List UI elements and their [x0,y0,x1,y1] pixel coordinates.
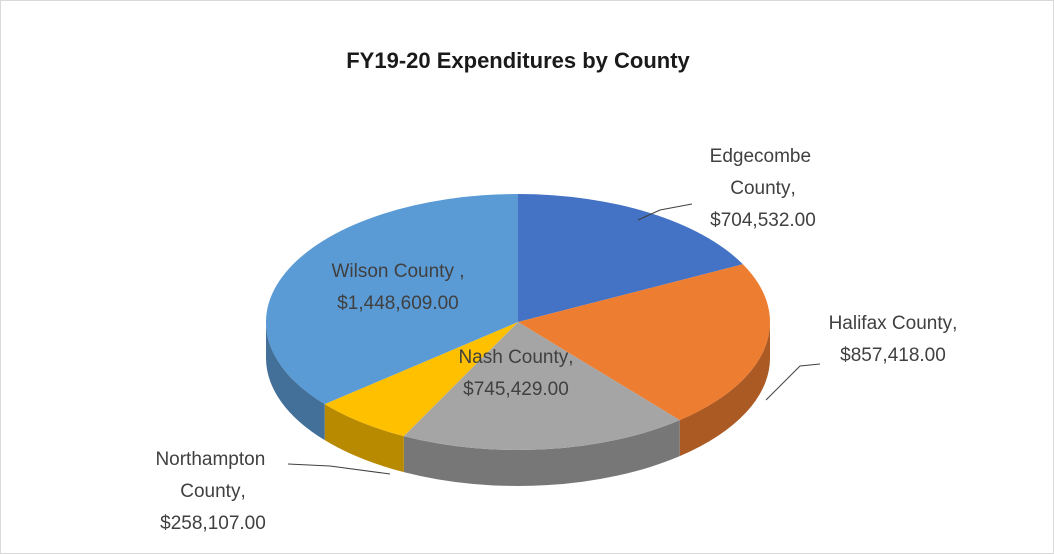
label-separator: , [568,347,573,368]
pie-side [324,404,404,473]
leader-line [637,203,693,221]
pie-slice [403,322,680,450]
pie-side [679,322,771,457]
leader-line [287,463,391,475]
label-value: $258,107.00 [160,513,266,534]
label-category: Wilson County [331,261,459,282]
pie-slice [324,322,518,437]
label-line: Halifax County [829,313,953,334]
label-category: Halifax County [829,313,953,334]
label-line: Edgecombe [710,146,817,167]
label-separator: , [790,178,795,199]
pie-slice [518,264,770,421]
label-value: $1,448,609.00 [337,293,459,314]
leader-line [765,363,821,401]
label-category: Nash County [458,347,568,368]
label-value: $745,429.00 [463,379,569,400]
pie-tops [266,194,770,450]
data-labels: Edgecombe County , $704,532.00 Halifax Coun… [155,146,957,534]
pie-side [266,322,325,441]
label-category: Edgecombe County [710,146,817,199]
label-separator: , [240,481,245,502]
label-line: County [180,481,241,502]
label-value: $704,532.00 [710,210,816,231]
pie-slice [266,194,518,405]
label-separator: , [952,313,957,334]
chart-title: FY19-20 Expenditures by County [346,48,690,73]
label-separator: , [459,261,464,282]
label-line: Nash County [458,347,568,368]
pie-slice [518,194,743,322]
label-line: County [730,178,791,199]
label-line: Northampton [155,449,270,470]
label-category: Northampton County [155,449,270,502]
pie-sides [266,322,771,486]
pie-side [403,420,680,486]
label-value: $857,418.00 [840,345,946,366]
label-line: Wilson County [331,261,459,282]
